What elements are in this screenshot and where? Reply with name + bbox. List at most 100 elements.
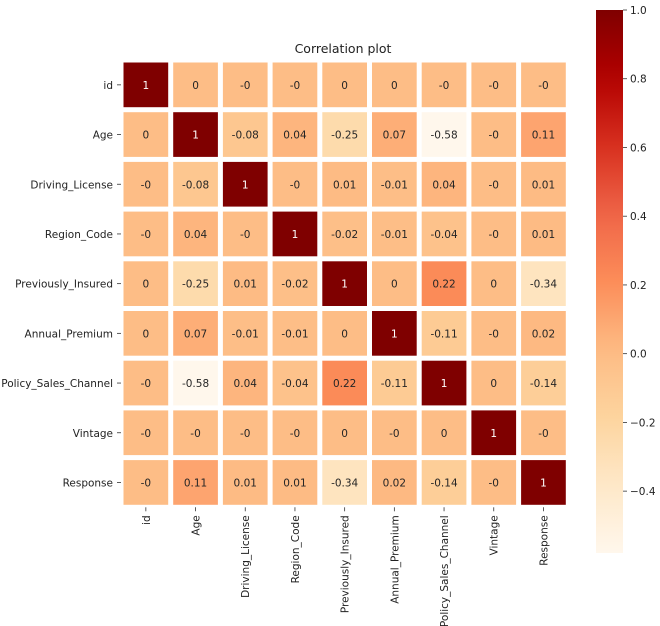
heatmap-cell-label: 0 bbox=[192, 80, 199, 92]
heatmap-cell-label: 0.04 bbox=[432, 179, 456, 191]
heatmap-cell bbox=[123, 360, 169, 406]
heatmap-cell-label: 0.04 bbox=[184, 229, 208, 241]
heatmap-cell bbox=[173, 410, 218, 456]
heatmap-cell bbox=[322, 460, 367, 505]
heatmap-cell bbox=[173, 460, 218, 505]
heatmap-cell bbox=[173, 261, 218, 306]
heatmap-cell-label: -0 bbox=[489, 229, 499, 241]
heatmap-cell-label: 0 bbox=[490, 378, 497, 390]
heatmap-cell bbox=[173, 112, 218, 157]
heatmap-cell-label: 1 bbox=[192, 130, 199, 142]
heatmap-cell bbox=[421, 62, 467, 108]
heatmap-cell-label: -0.01 bbox=[281, 328, 308, 340]
heatmap-cell-label: 0.04 bbox=[234, 378, 258, 390]
heatmap-cell-label: -0 bbox=[538, 428, 548, 440]
heatmap-cell-label: 0.01 bbox=[532, 179, 555, 191]
heatmap-cell-label: 0 bbox=[341, 80, 348, 92]
x-tick-label: Response bbox=[538, 515, 550, 565]
heatmap-cell-label: 0 bbox=[391, 279, 398, 291]
y-tick-label: Driving_License bbox=[30, 179, 113, 191]
heatmap-cell-label: 0 bbox=[143, 328, 150, 340]
heatmap-cell-label: -0 bbox=[290, 428, 300, 440]
heatmap-cell bbox=[372, 311, 417, 356]
heatmap-cell-label: -0.14 bbox=[430, 477, 457, 489]
heatmap-cell bbox=[421, 311, 467, 356]
heatmap-cell-label: 0.07 bbox=[383, 130, 406, 142]
heatmap-cell-label: -0 bbox=[439, 80, 449, 92]
heatmap-cell-label: 1 bbox=[242, 179, 249, 191]
heatmap-cell-label: -0.08 bbox=[232, 130, 259, 142]
colorbar-tick-label: −0.4 bbox=[630, 486, 656, 498]
heatmap-cell-label: 0.11 bbox=[532, 130, 555, 142]
heatmap-cell-label: 1 bbox=[143, 80, 150, 92]
heatmap-cell bbox=[272, 211, 318, 257]
y-tick-label: Previously_Insured bbox=[15, 279, 113, 291]
heatmap-cell-label: -0.04 bbox=[430, 229, 457, 241]
heatmap-cell-label: -0.14 bbox=[530, 378, 557, 390]
heatmap-cell-label: 0.01 bbox=[333, 179, 356, 191]
y-tick-label: Policy_Sales_Channel bbox=[1, 378, 113, 390]
heatmap-cell bbox=[421, 460, 467, 505]
heatmap-cell bbox=[322, 161, 367, 207]
x-tick-label: Previously_Insured bbox=[340, 515, 352, 613]
heatmap-cell bbox=[173, 360, 218, 406]
heatmap-cell bbox=[471, 211, 517, 257]
heatmap-cell bbox=[372, 360, 417, 406]
heatmap-cell bbox=[372, 62, 417, 108]
y-tick-label: Age bbox=[93, 130, 113, 142]
heatmap-cell-label: -0.01 bbox=[232, 328, 259, 340]
heatmap-cell-label: -0.04 bbox=[281, 378, 308, 390]
x-tick-label: Policy_Sales_Channel bbox=[439, 515, 451, 626]
heatmap-cell bbox=[521, 360, 566, 406]
heatmap-cell bbox=[222, 410, 268, 456]
heatmap-cell-label: 0.01 bbox=[234, 279, 257, 291]
colorbar-tick-label: 0.8 bbox=[630, 74, 647, 86]
heatmap-cells bbox=[123, 62, 566, 505]
heatmap-cell bbox=[322, 62, 367, 108]
heatmap-cell bbox=[272, 161, 318, 207]
heatmap-cell-label: 0.04 bbox=[283, 130, 307, 142]
heatmap-cell-label: -0 bbox=[240, 428, 250, 440]
heatmap-cell-labels: 1 0 -0 -0 0 0 -0 -0 -0 0 1 -0.08 0.04 -0.25 0.07 -0.58 -… bbox=[141, 80, 558, 490]
x-tick-label: id bbox=[141, 515, 153, 525]
heatmap-cell-label: -0.11 bbox=[430, 328, 457, 340]
heatmap-cell bbox=[222, 211, 268, 257]
chart-title: Correlation plot bbox=[295, 41, 392, 56]
heatmap-cell-label: 0 bbox=[143, 279, 150, 291]
heatmap-cell-label: 0.22 bbox=[333, 378, 356, 390]
heatmap-cell bbox=[173, 161, 218, 207]
heatmap-cell-label: 0.01 bbox=[234, 477, 257, 489]
heatmap-cell-label: -0.02 bbox=[331, 229, 358, 241]
heatmap-cell-label: -0 bbox=[489, 477, 499, 489]
heatmap-cell-label: -0 bbox=[141, 229, 151, 241]
heatmap-cell bbox=[123, 112, 169, 157]
heatmap-cell bbox=[123, 261, 169, 306]
heatmap-cell-label: -0 bbox=[141, 179, 151, 191]
heatmap-cell bbox=[372, 261, 417, 306]
y-tick-label: Annual_Premium bbox=[25, 328, 113, 340]
y-tick-label: Response bbox=[63, 477, 113, 489]
heatmap-cell-label: -0 bbox=[240, 80, 250, 92]
heatmap-cell-label: 0 bbox=[490, 279, 497, 291]
heatmap-cell bbox=[471, 460, 517, 505]
heatmap-cell-label: 1 bbox=[540, 477, 547, 489]
heatmap-cell bbox=[471, 410, 517, 456]
heatmap-cell bbox=[471, 261, 517, 306]
heatmap-cell-label: -0.11 bbox=[381, 378, 408, 390]
heatmap-cell-label: 0.01 bbox=[283, 477, 306, 489]
colorbar-tick-label: −0.2 bbox=[630, 417, 656, 429]
x-tick-label: Region_Code bbox=[290, 515, 302, 583]
heatmap-cell-label: -0.58 bbox=[430, 130, 457, 142]
colorbar-tick-label: 0.6 bbox=[630, 142, 647, 154]
heatmap-cell bbox=[123, 161, 169, 207]
heatmap-cell-label: -0 bbox=[489, 328, 499, 340]
heatmap-cell bbox=[372, 112, 417, 157]
heatmap-cell-label: -0 bbox=[141, 428, 151, 440]
heatmap-cell bbox=[521, 211, 566, 257]
heatmap-cell-label: -0 bbox=[538, 80, 548, 92]
x-tick-label: Driving_License bbox=[240, 515, 252, 598]
heatmap-cell bbox=[272, 62, 318, 108]
heatmap-cell bbox=[521, 410, 566, 456]
heatmap-cell bbox=[471, 360, 517, 406]
y-tick-label: Region_Code bbox=[45, 229, 113, 241]
